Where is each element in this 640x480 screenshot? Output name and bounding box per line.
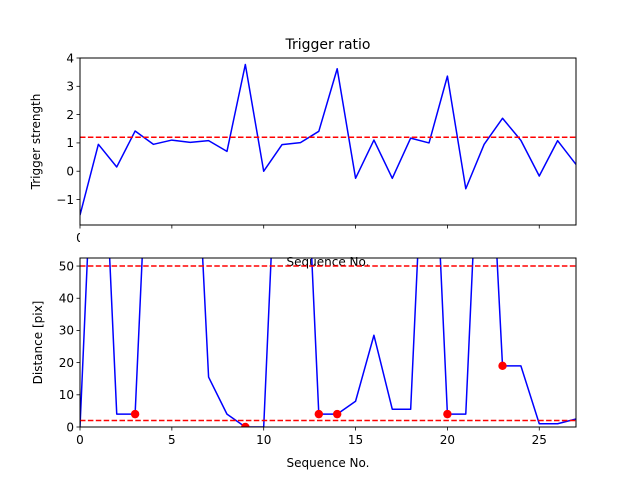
data-point <box>332 409 342 419</box>
y-tick-label: 0 <box>66 165 74 179</box>
y-tick-label: −1 <box>56 193 74 207</box>
y-axis-label: Trigger strength <box>29 94 43 191</box>
x-tick-label: 15 <box>348 433 363 447</box>
distance-chart: 0 5 10 15 20 25 0 10 20 30 40 50 Sequence No. Dista… <box>31 233 577 470</box>
data-point <box>498 361 507 371</box>
y-tick-label: 10 <box>59 388 74 402</box>
y-tick-label: 0 <box>66 420 74 434</box>
data-point <box>443 409 452 419</box>
y-tick-label: 1 <box>66 136 74 150</box>
y-tick-label: 3 <box>66 80 74 94</box>
x-tick-label: 10 <box>256 433 271 447</box>
y-tick-label: 40 <box>59 292 74 306</box>
label-overlap-mask <box>80 233 576 253</box>
x-tick-label: 0 <box>76 433 84 447</box>
series-group <box>80 258 576 427</box>
tick-group: 0 5 10 15 20 25 0 10 20 30 40 50 <box>59 259 547 447</box>
y-tick-label: 30 <box>59 324 74 338</box>
y-tick-label: 50 <box>59 259 74 273</box>
data-point <box>314 409 324 419</box>
series-line <box>80 63 576 216</box>
x-axis-label: Sequence No. <box>287 456 370 470</box>
x-axis-label: Sequence No. <box>287 255 370 269</box>
y-tick-label: 4 <box>66 51 74 65</box>
plot-frame <box>79 57 577 226</box>
plot-frame <box>79 257 577 428</box>
marker-group <box>130 361 507 427</box>
chart-title: Trigger ratio <box>284 37 370 53</box>
x-tick-label: 25 <box>532 433 547 447</box>
data-point <box>130 409 140 419</box>
series-line <box>80 258 576 427</box>
y-axis-label: Distance [pix] <box>31 301 45 385</box>
x-tick-label: 20 <box>440 433 455 447</box>
x-tick-label: 5 <box>168 433 176 447</box>
data-point <box>241 422 250 427</box>
series-group <box>80 63 576 216</box>
y-tick-label: 20 <box>59 356 74 370</box>
threshold-lines <box>80 265 576 422</box>
y-tick-label: 2 <box>66 108 74 122</box>
